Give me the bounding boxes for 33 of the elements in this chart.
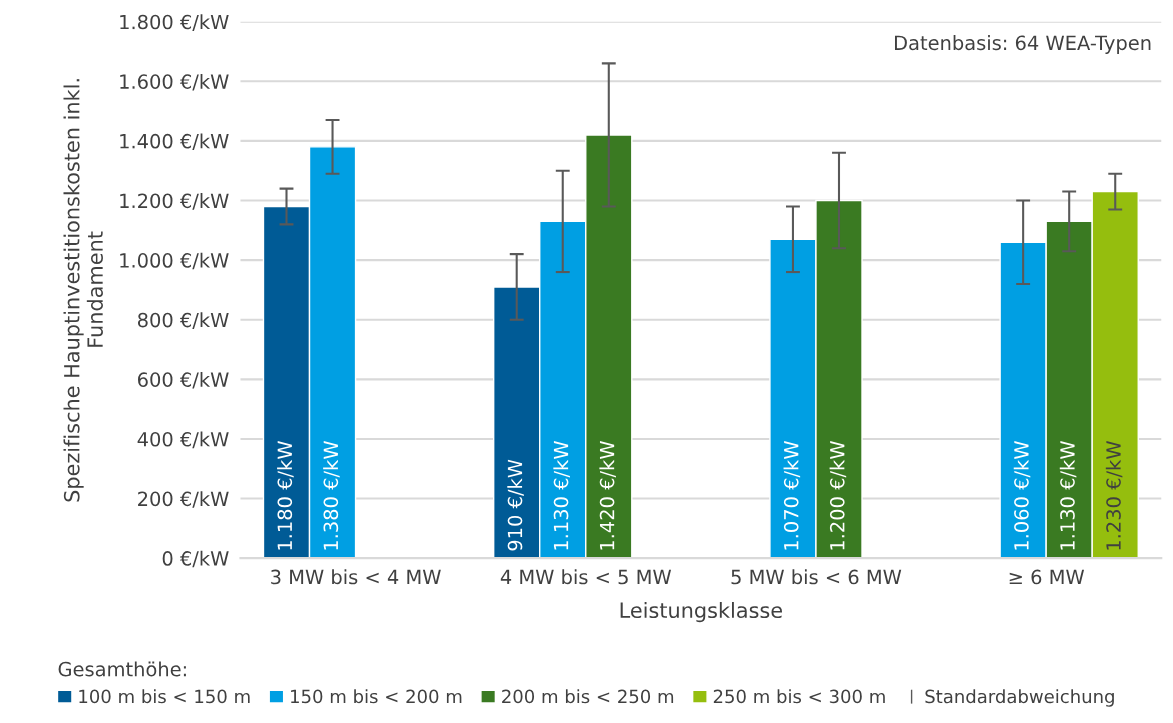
- y-tick-label: 1.600 €/kW: [120, 73, 229, 91]
- data-label: 1.070 €/kW: [783, 441, 801, 550]
- y-tick-label: 600 €/kW: [138, 371, 229, 389]
- data-label: 1.180 €/kW: [277, 441, 294, 550]
- legend-label: 100 m bis < 150 m: [79, 689, 250, 704]
- y-tick-label: 1.800 €/kW: [120, 14, 229, 31]
- y-tick-label: 800 €/kW: [137, 312, 229, 329]
- data-label: 1.130 €/kW: [553, 441, 570, 550]
- y-tick-label: 1.400 €/kW: [120, 133, 229, 151]
- legend-title: Gesamthöhe:: [58, 661, 186, 677]
- legend-label: 200 m bis < 250 m: [502, 689, 674, 704]
- y-tick-label: 400 €/kW: [137, 431, 229, 449]
- x-tick-label: ≥ 6 MW: [1009, 569, 1085, 585]
- x-tick-label: 4 MW bis < 5 MW: [500, 569, 672, 585]
- y-tick-label: 200 €/kW: [138, 491, 229, 508]
- y-axis-title: Spezifische Hauptinvestitionskosten inkl. Fundament: [63, 79, 103, 502]
- data-label: 1.200 €/kW: [829, 441, 847, 550]
- legend-label: 250 m bis < 300 m: [713, 689, 885, 704]
- data-label: 1.230 €/kW: [1105, 441, 1123, 550]
- y-tick-label: 0 €/kW: [162, 550, 229, 568]
- annotation: Datenbasis: 64 WEA-Typen: [895, 35, 1151, 54]
- data-label: 910 €/kW: [507, 459, 524, 551]
- data-label: 1.380 €/kW: [323, 441, 340, 550]
- text: Standardabweichung: [925, 689, 1114, 707]
- data-label: 1.130 €/kW: [1059, 441, 1077, 550]
- data-label: 1.420 €/kW: [599, 441, 616, 550]
- x-axis-title: Leistungsklasse: [620, 601, 783, 623]
- legend-label: 150 m bis < 200 m: [291, 689, 462, 704]
- x-tick-label: 3 MW bis < 4 MW: [271, 569, 441, 585]
- y-tick-label: 1.200 €/kW: [120, 193, 229, 210]
- data-label: 1.060 €/kW: [1013, 441, 1031, 550]
- x-tick-label: 5 MW bis < 6 MW: [731, 569, 902, 585]
- y-tick-label: 1.000 €/kW: [120, 252, 229, 270]
